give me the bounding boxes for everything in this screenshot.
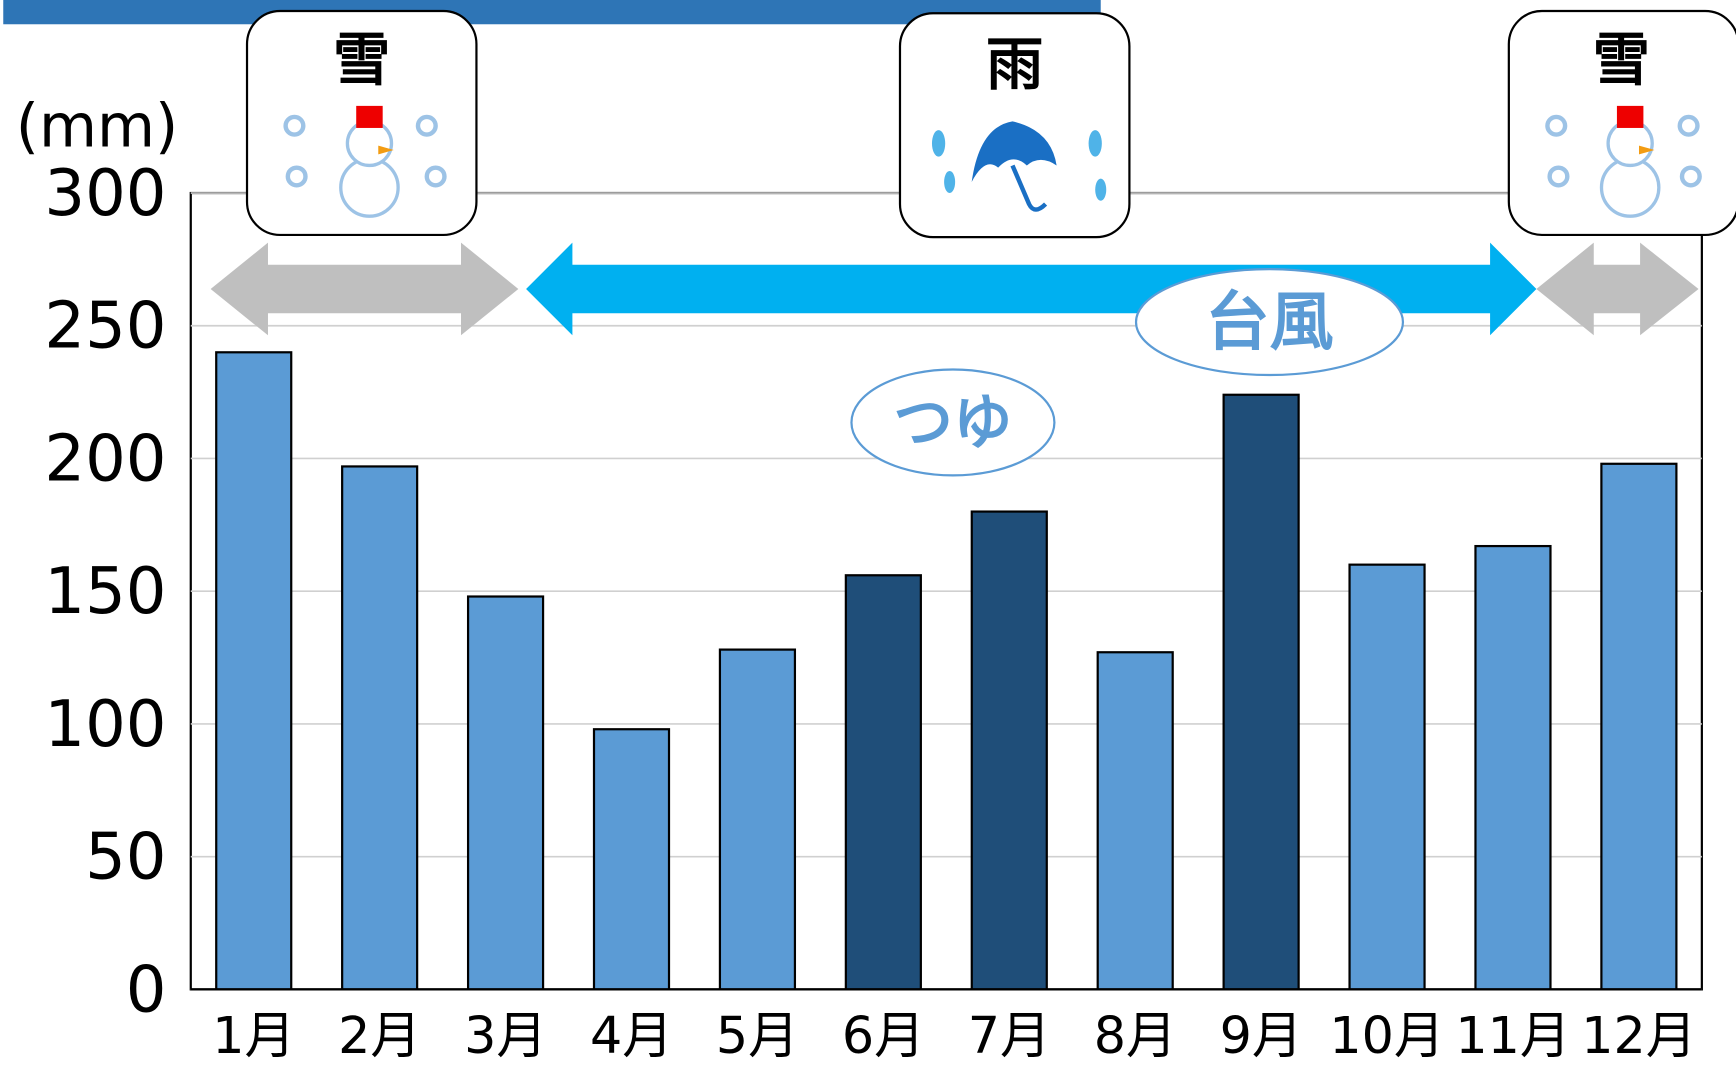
bar (594, 729, 669, 989)
bar (720, 650, 795, 990)
x-tick-label: 2月 (338, 1006, 421, 1065)
x-tick-label: 4月 (590, 1006, 673, 1065)
bar (216, 352, 291, 989)
annotation: 台風 (1206, 286, 1334, 360)
annotation: 雪 (333, 27, 390, 94)
bar (1350, 565, 1425, 990)
x-tick-label: 12月 (1581, 1006, 1696, 1065)
bar (846, 575, 921, 989)
x-tick-label: 8月 (1094, 1006, 1177, 1065)
bar (1098, 652, 1173, 989)
snow-icon-box: 雪 (1509, 11, 1736, 235)
y-tick-label: 100 (44, 688, 166, 762)
y-tick-label: 50 (85, 821, 166, 895)
bar (342, 466, 417, 989)
y-unit: (mm) (16, 92, 178, 161)
snow-icon-box: 雪 (247, 11, 476, 235)
x-tick-label: 1月 (212, 1006, 295, 1065)
annotation: 雪 (1593, 27, 1650, 94)
y-tick-label: 150 (44, 555, 166, 629)
y-tick-label: 0 (126, 953, 167, 1027)
bar (972, 512, 1047, 990)
annotation: 雨 (986, 31, 1043, 98)
bar (1601, 464, 1676, 990)
x-tick-label: 5月 (716, 1006, 799, 1065)
y-tick-label: 250 (44, 290, 166, 364)
y-tick-label: 300 (44, 157, 166, 231)
x-tick-label: 11月 (1455, 1006, 1570, 1065)
annotation: つゆ (893, 389, 1012, 458)
x-tick-label: 10月 (1329, 1006, 1444, 1065)
bar (1475, 546, 1550, 989)
x-tick-label: 7月 (968, 1006, 1051, 1065)
bar (1224, 395, 1299, 990)
x-tick-label: 9月 (1220, 1006, 1303, 1065)
rain-icon-box: 雨 (900, 13, 1129, 237)
x-tick-label: 6月 (842, 1006, 925, 1065)
y-tick-label: 200 (44, 422, 166, 496)
x-tick-label: 3月 (464, 1006, 547, 1065)
bar (468, 597, 543, 990)
chart: (mm) 0 50 100 150 200 250 300 1月 2月 3月 4月 5月 6月 7月 8月 9… (0, 0, 1736, 1071)
